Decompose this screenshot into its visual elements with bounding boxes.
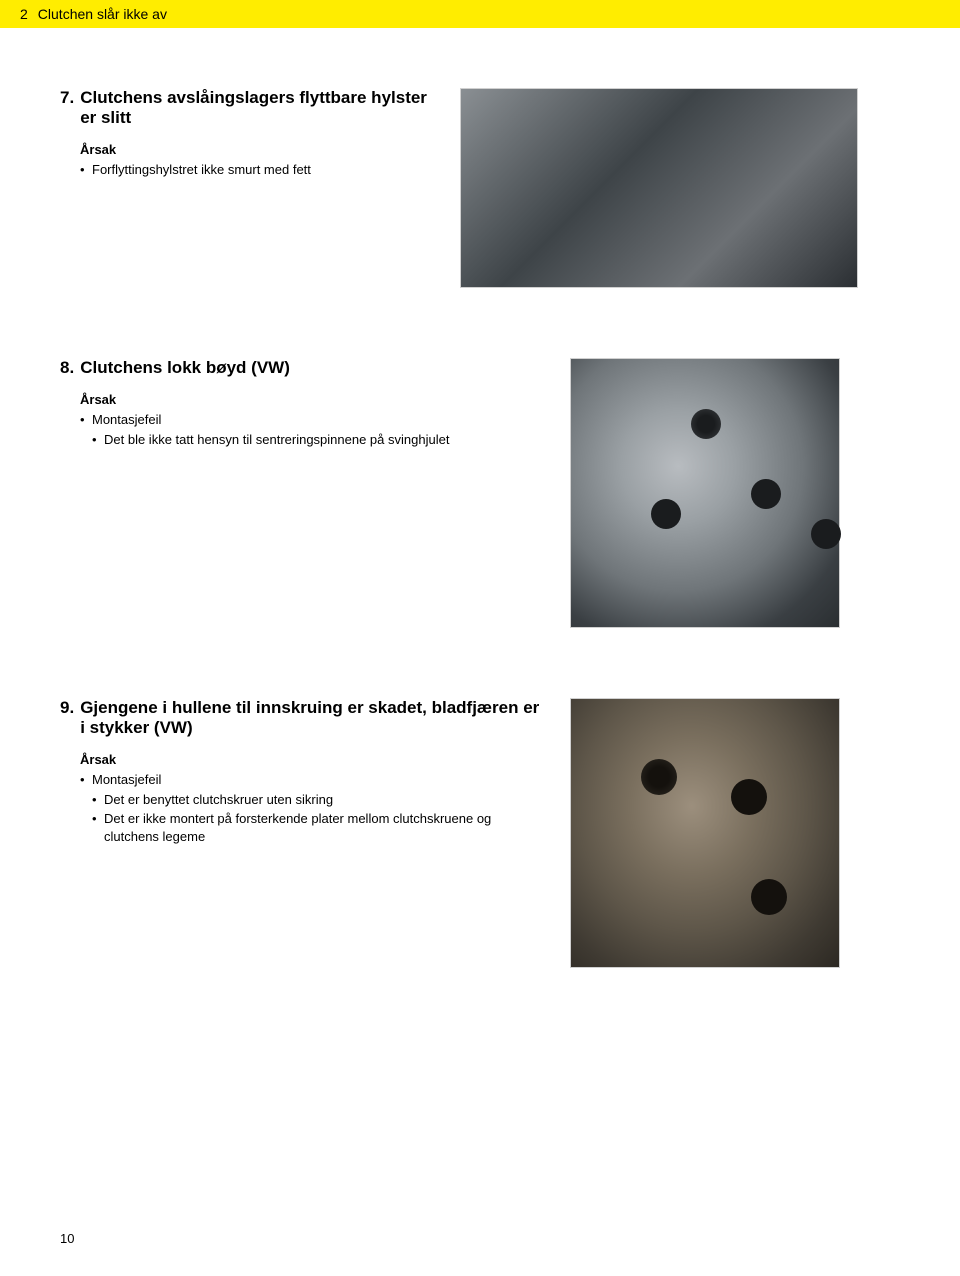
section: 7. Clutchens avslåingslagers flyttbare h… [60,88,900,288]
bullet-list: Montasjefeil Det er benyttet clutchskrue… [80,771,540,845]
section-text: 9. Gjengene i hullene til innskruing er … [60,698,540,847]
section: 9. Gjengene i hullene til innskruing er … [60,698,900,968]
section-text: 8. Clutchens lokk bøyd (VW) Årsak Montas… [60,358,540,450]
section-image [460,88,858,288]
cause-label: Årsak [80,752,540,767]
list-item: Montasjefeil [80,771,540,789]
list-item: Montasjefeil [80,411,540,429]
bullet-list: Montasjefeil Det ble ikke tatt hensyn ti… [80,411,540,448]
chapter-title: Clutchen slår ikke av [38,6,167,22]
section-text: 7. Clutchens avslåingslagers flyttbare h… [60,88,430,288]
clutch-cover-photo [570,358,840,628]
bullet-list: Forflyttingshylstret ikke smurt med fett [80,161,430,179]
section-heading: 8. Clutchens lokk bøyd (VW) [60,358,540,378]
sub-bullet-list: Det er benyttet clutchskruer uten sikrin… [92,791,540,846]
section-heading: 7. Clutchens avslåingslagers flyttbare h… [60,88,430,128]
page-number: 10 [60,1231,74,1246]
heading-title: Gjengene i hullene til innskruing er ska… [80,698,540,738]
list-item: Det er benyttet clutchskruer uten sikrin… [92,791,540,809]
section: 8. Clutchens lokk bøyd (VW) Årsak Montas… [60,358,900,628]
sub-bullet-list: Det ble ikke tatt hensyn til sentrerings… [92,431,540,449]
heading-title: Clutchens lokk bøyd (VW) [80,358,540,378]
cause-label: Årsak [80,392,540,407]
section-image [570,358,840,628]
heading-number: 9. [60,698,74,738]
list-item: Det ble ikke tatt hensyn til sentrerings… [92,431,540,449]
list-item: Forflyttingshylstret ikke smurt med fett [80,161,430,179]
heading-title: Clutchens avslåingslagers flyttbare hyls… [80,88,430,128]
chapter-number: 2 [20,6,28,22]
cause-label: Årsak [80,142,430,157]
section-image [570,698,840,968]
page-content: 7. Clutchens avslåingslagers flyttbare h… [0,28,960,968]
list-item: Det er ikke montert på forsterkende plat… [92,810,540,845]
section-heading: 9. Gjengene i hullene til innskruing er … [60,698,540,738]
chapter-header: 2 Clutchen slår ikke av [0,0,960,28]
clutch-thread-photo [570,698,840,968]
heading-number: 7. [60,88,74,128]
heading-number: 8. [60,358,74,378]
clutch-sleeve-photo [460,88,858,288]
